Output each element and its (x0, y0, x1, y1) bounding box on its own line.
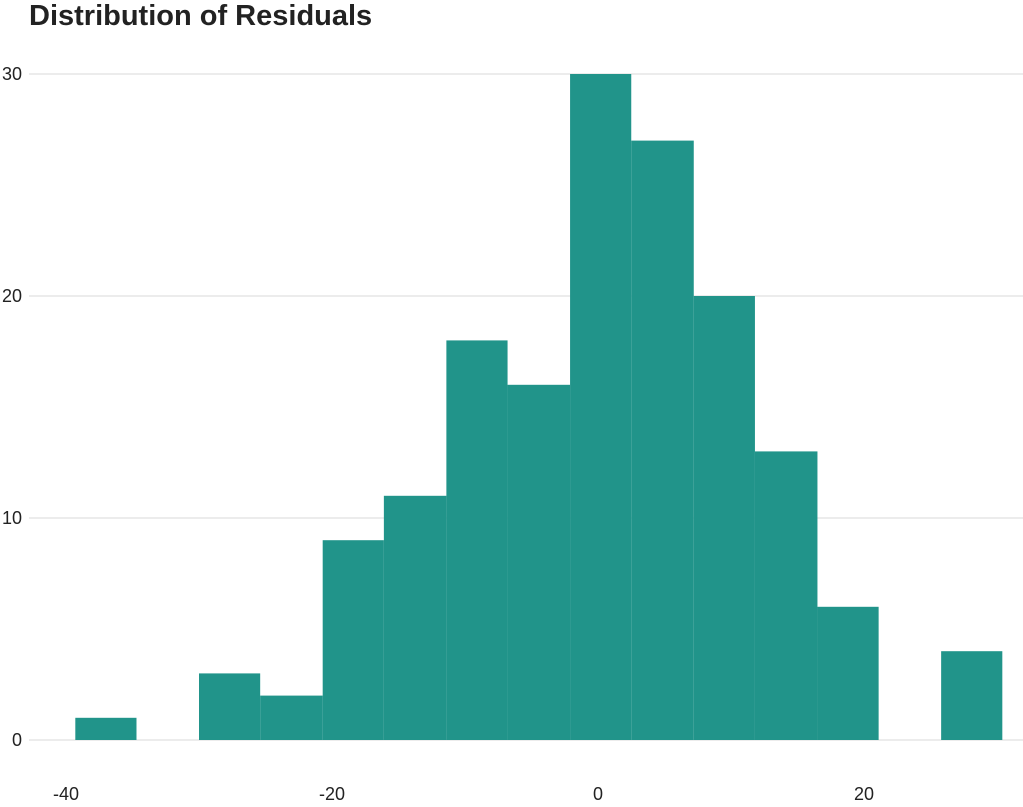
histogram-bar (322, 540, 384, 740)
histogram-bar (817, 606, 879, 740)
chart-title: Distribution of Residuals (29, 0, 373, 32)
x-tick-label: -40 (53, 784, 79, 804)
histogram-bar (199, 673, 261, 740)
y-tick-label: 20 (2, 286, 22, 306)
histogram-bar (260, 695, 323, 740)
histogram-bar (754, 451, 818, 740)
histogram-bar (383, 495, 447, 740)
y-tick-label: 0 (12, 730, 22, 750)
x-tick-label: -20 (319, 784, 345, 804)
histogram-bar (631, 140, 694, 741)
y-tick-label: 10 (2, 508, 22, 528)
histogram-bar (446, 340, 508, 740)
histogram-bar (507, 384, 571, 740)
histogram-bar (693, 296, 755, 740)
x-tick-label: 20 (854, 784, 874, 804)
histogram-bar (941, 651, 1003, 740)
x-tick-label: 0 (593, 784, 603, 804)
histogram-bar (75, 717, 137, 740)
y-tick-label: 30 (2, 64, 22, 84)
histogram-bar (570, 74, 632, 740)
